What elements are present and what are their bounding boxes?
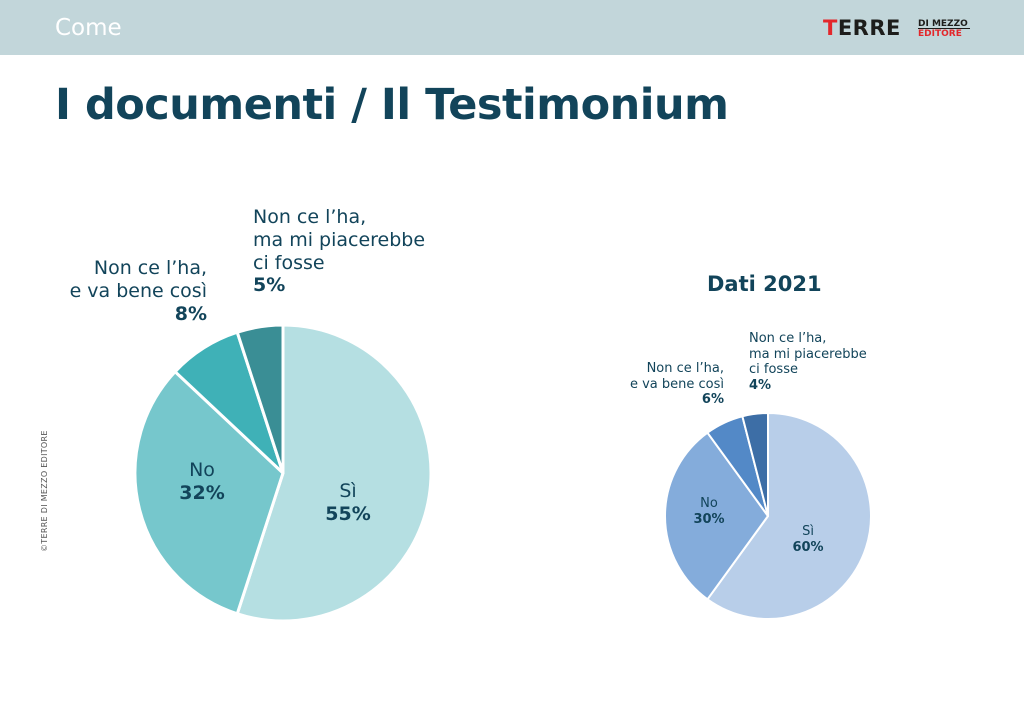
pie2-slice-si — [706, 412, 872, 620]
section-label: Come — [55, 15, 122, 41]
pie1-slice-si — [235, 323, 433, 623]
pie2-label-si: Sì 60% — [792, 524, 824, 555]
page-title: I documenti / Il Testimonium — [55, 80, 729, 130]
pie2-slice-no — [664, 431, 769, 601]
pie1-slice-wish — [235, 323, 285, 475]
pie1-label-no: No 32% — [179, 459, 225, 504]
publisher-logo: TERRE DI MEZZO EDITORE — [823, 16, 973, 44]
header-bar: Come TERRE DI MEZZO EDITORE — [0, 0, 1024, 55]
pie2-label-wish: Non ce l’ha, ma mi piacerebbe ci fosse 4… — [749, 331, 867, 393]
pie2-title: Dati 2021 — [707, 272, 822, 296]
pie1-label-si: Sì 55% — [325, 480, 371, 525]
pie1-label-ok: Non ce l’ha, e va bene così 8% — [69, 257, 207, 325]
pie2-label-no: No 30% — [693, 496, 725, 527]
pie1-slice-no — [133, 370, 285, 616]
pie1-label-wish: Non ce l’ha, ma mi piacerebbe ci fosse 5… — [253, 206, 426, 297]
pie2-slice-wish — [741, 412, 769, 517]
pie2-label-ok: Non ce l’ha, e va bene così 6% — [629, 361, 724, 408]
